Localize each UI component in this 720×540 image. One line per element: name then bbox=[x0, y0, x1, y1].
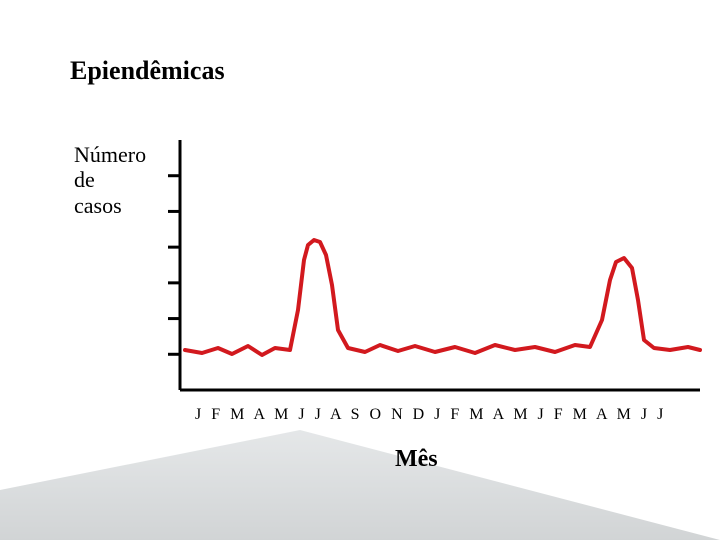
decorative-shadow bbox=[0, 430, 720, 540]
y-axis-label-line3: casos bbox=[74, 193, 122, 218]
y-axis-label-line1: Número bbox=[74, 142, 146, 167]
line-chart bbox=[180, 140, 700, 390]
page: Epiendêmicas Número de casos J F M A M J… bbox=[0, 0, 720, 540]
line-chart-svg bbox=[180, 140, 700, 390]
page-title: Epiendêmicas bbox=[70, 56, 225, 86]
x-axis-title: Mês bbox=[395, 446, 438, 473]
y-axis-label: Número de casos bbox=[74, 142, 146, 218]
x-axis-tick-labels: J F M A M J J A S O N D J F M A M J F M … bbox=[195, 406, 666, 424]
y-axis-label-line2: de bbox=[74, 167, 95, 192]
